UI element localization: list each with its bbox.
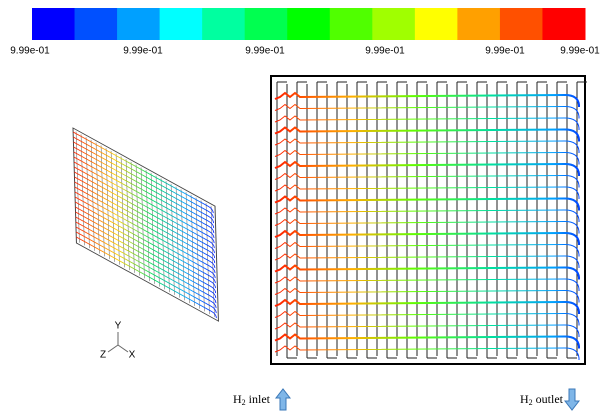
axis-z	[107, 344, 119, 353]
streamline	[274, 264, 580, 280]
streamline	[274, 126, 580, 142]
streamline	[73, 151, 215, 234]
species: H	[520, 392, 529, 406]
streamline	[75, 196, 216, 279]
axis-x	[117, 344, 129, 353]
subscript: 2	[529, 398, 533, 407]
streamline	[274, 322, 580, 337]
streamline	[75, 226, 217, 309]
colorbar-label: 9.99e-01	[365, 46, 405, 57]
channel-walls	[276, 81, 587, 359]
color-swatch	[329, 8, 373, 40]
streamline	[74, 176, 216, 259]
color-swatch	[74, 8, 118, 40]
streamline	[75, 221, 217, 304]
streamline	[274, 287, 580, 303]
streamline	[274, 310, 580, 326]
streamline	[76, 236, 217, 319]
color-swatch	[287, 8, 331, 40]
streamline	[74, 191, 216, 274]
streamline	[274, 276, 580, 291]
colorbar-label: 9.99e-01	[245, 46, 285, 57]
streamline	[75, 216, 217, 299]
streamline	[73, 131, 214, 214]
streamline	[274, 91, 580, 107]
axis-label: Y	[115, 321, 122, 332]
color-swatch	[372, 8, 416, 40]
streamline	[274, 298, 580, 314]
color-swatch	[202, 8, 246, 40]
streamline	[73, 141, 215, 224]
streamline	[274, 184, 580, 199]
streamline	[274, 229, 580, 245]
streamline	[274, 103, 580, 119]
streamline	[75, 206, 216, 289]
streamline	[74, 161, 215, 244]
streamline	[274, 115, 580, 130]
streamline	[274, 172, 580, 188]
streamline	[73, 136, 214, 219]
outlet-label: H2 outlet	[520, 392, 564, 407]
streamline	[73, 146, 215, 229]
streamline	[274, 160, 580, 176]
streamline	[274, 138, 580, 153]
color-swatch	[414, 8, 458, 40]
streamline	[75, 201, 216, 284]
streamline	[274, 333, 580, 349]
streamline	[274, 218, 580, 234]
color-swatch	[457, 8, 501, 40]
streamline	[75, 211, 217, 294]
color-swatch	[117, 8, 161, 40]
subscript: 2	[242, 398, 246, 407]
streamline	[74, 181, 216, 264]
panel-frame	[270, 75, 586, 365]
axis-label: X	[129, 350, 136, 361]
colorbar-label: 9.99e-01	[560, 46, 600, 57]
inlet-label: H2 inlet	[233, 392, 271, 407]
color-swatch	[244, 8, 288, 40]
color-swatch	[542, 8, 586, 40]
inlet-arrow	[274, 388, 292, 411]
colorbar-label: 9.99e-01	[123, 46, 163, 57]
streamline	[274, 207, 580, 222]
colorbar: 9.99e-01 9.99e-01 9.99e-01 9.99e-01 9.99e-01…	[10, 8, 600, 57]
streamline	[274, 253, 580, 268]
label: inlet	[249, 392, 271, 406]
species: H	[233, 392, 242, 406]
streamline	[274, 241, 580, 257]
streamline	[274, 345, 580, 360]
streamline	[274, 195, 580, 211]
colorbar-label: 9.99e-01	[10, 46, 50, 57]
streamline	[274, 149, 580, 165]
axis-label: Z	[100, 350, 106, 361]
color-swatch	[499, 8, 543, 40]
label: outlet	[536, 392, 564, 406]
3d-view	[72, 127, 219, 322]
color-swatch	[159, 8, 203, 40]
axis-triad	[107, 332, 129, 353]
channel-view	[270, 75, 587, 365]
channel-walls	[75, 131, 215, 318]
streamline	[74, 186, 216, 269]
streamline	[73, 156, 215, 239]
color-swatch	[32, 8, 76, 40]
colorbar-label: 9.99e-01	[485, 46, 525, 57]
streamline	[76, 231, 217, 314]
streamline	[74, 171, 215, 254]
outlet-arrow	[563, 388, 581, 411]
streamline	[74, 166, 215, 249]
